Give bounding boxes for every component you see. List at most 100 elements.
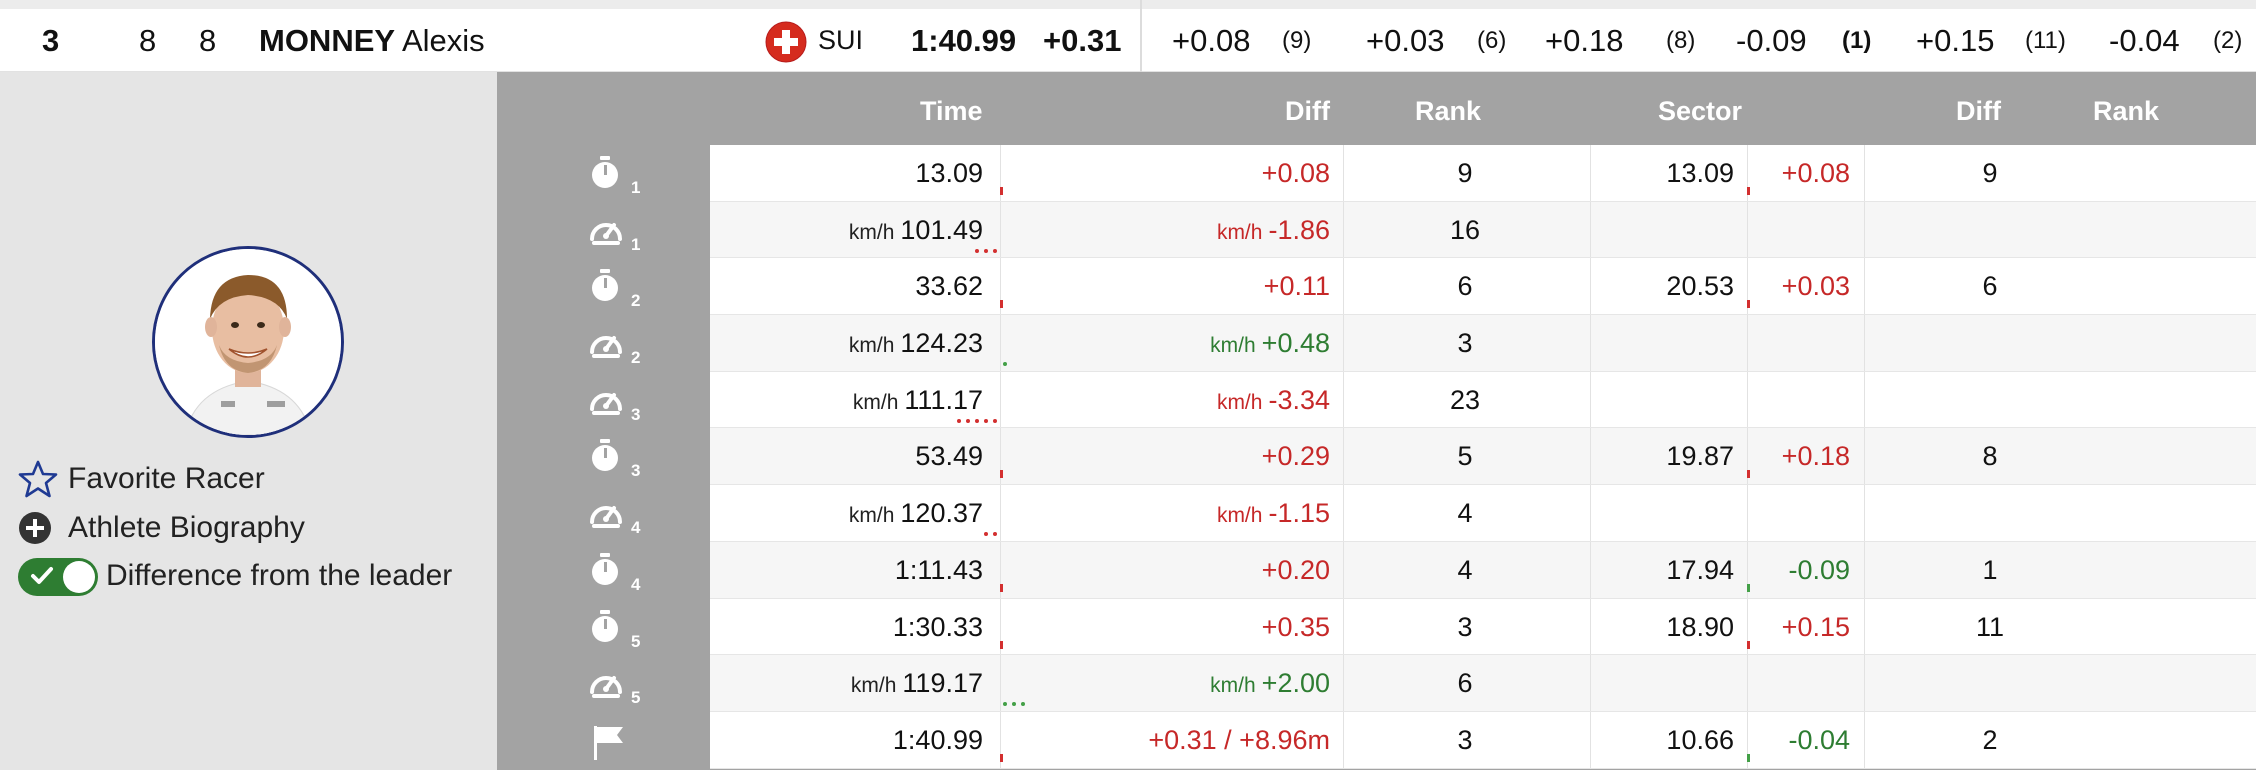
racer-last-name: MONNEY xyxy=(259,23,396,58)
speedometer-icon: 1 xyxy=(589,212,641,254)
cell-sector-rank: 1 xyxy=(1982,554,1998,585)
cell-sector: 10.66 xyxy=(1666,724,1734,755)
table-row[interactable]: 4 1:11.43 +0.20 4 17.94 -0.09 1 xyxy=(497,541,2256,599)
diff-value: +0.35 xyxy=(1261,611,1330,642)
racer-diff: +0.31 xyxy=(1043,23,1122,58)
split-rank: (11) xyxy=(2025,27,2066,54)
cell-time: km/h 120.37 xyxy=(849,485,983,541)
svg-text:4: 4 xyxy=(631,575,641,592)
split-rank: (8) xyxy=(1666,27,1696,54)
table-row[interactable]: 1 13.09 +0.08 9 13.09 +0.08 9 xyxy=(497,145,2256,202)
column-separator xyxy=(1590,428,1591,485)
cell-sector: 17.94 xyxy=(1666,554,1734,585)
row-data: 33.62 +0.11 6 20.53 +0.03 6 xyxy=(710,258,2256,316)
speedometer-icon: 3 xyxy=(589,382,641,424)
athlete-avatar[interactable] xyxy=(152,246,344,438)
speed-dots xyxy=(1003,693,1030,707)
racer-bib: 8 xyxy=(139,23,157,58)
time-value: 33.62 xyxy=(915,271,983,302)
unit-label: km/h xyxy=(852,390,899,414)
racer-summary-row[interactable]: 3 8 8 MONNEY Alexis SUI 1:40.99 +0.31 +0… xyxy=(0,9,2256,72)
racer-name[interactable]: MONNEY Alexis xyxy=(259,9,485,72)
difference-from-leader-label: Difference from the leader xyxy=(106,559,453,592)
cell-rank: 16 xyxy=(1449,214,1481,245)
sector-tick xyxy=(1747,470,1750,479)
column-separator xyxy=(1864,485,1865,541)
column-separator xyxy=(1343,315,1344,371)
athlete-panel: Favorite Racer Athlete Biography Differe… xyxy=(0,72,497,770)
svg-text:2: 2 xyxy=(631,291,640,308)
cell-sector-diff: -0.09 xyxy=(1788,554,1850,585)
diff-value: +0.20 xyxy=(1261,554,1330,585)
row-data: km/h 119.17 km/h +2.00 6 xyxy=(710,655,2256,712)
cell-rank: 3 xyxy=(1457,724,1473,755)
table-row[interactable]: 3 km/h 111.17 km/h -3.34 23 xyxy=(497,371,2256,429)
split-rank: (6) xyxy=(1477,27,1507,54)
table-row[interactable]: 1:40.99 +0.31 / +8.96m 3 10.66 -0.04 2 xyxy=(497,711,2256,769)
cell-sector-diff: +0.15 xyxy=(1781,611,1850,642)
table-row[interactable]: 5 1:30.33 +0.35 3 18.90 +0.15 11 xyxy=(497,598,2256,656)
column-separator xyxy=(1747,258,1748,315)
column-separator xyxy=(1864,371,1865,428)
column-separator xyxy=(1747,315,1748,371)
split-diff: +0.15 xyxy=(1916,23,1995,58)
diff-value: -1.86 xyxy=(1268,214,1330,245)
table-row[interactable]: 2 33.62 +0.11 6 20.53 +0.03 6 xyxy=(497,258,2256,316)
row-data: 53.49 +0.29 5 19.87 +0.18 8 xyxy=(710,428,2256,486)
svg-text:3: 3 xyxy=(631,405,640,422)
cell-time: km/h 119.17 xyxy=(851,655,983,711)
column-separator xyxy=(1343,485,1344,541)
cell-time: km/h 111.17 xyxy=(853,372,983,428)
unit-label: km/h xyxy=(848,220,895,244)
column-separator xyxy=(1864,655,1865,711)
sector-tick xyxy=(1747,640,1750,649)
diff-value: +0.08 xyxy=(1261,158,1330,188)
column-separator xyxy=(1590,485,1591,541)
column-separator xyxy=(1000,485,1001,541)
speed-dots xyxy=(1003,353,1012,367)
row-icon-cell xyxy=(497,712,710,769)
diff-tick xyxy=(1000,300,1003,309)
column-separator xyxy=(1864,541,1865,598)
swiss-flag-icon xyxy=(765,21,807,84)
intermediate-times-table: Time Diff Rank Sector Diff Rank 1 13.09 +0… xyxy=(497,72,2256,770)
table-row[interactable]: 5 km/h 119.17 km/h +2.00 6 xyxy=(497,655,2256,712)
column-separator xyxy=(1000,711,1001,768)
column-separator xyxy=(1747,598,1748,655)
diff-value: -1.15 xyxy=(1268,498,1330,529)
column-separator xyxy=(1343,711,1344,768)
cell-sector-diff: -0.04 xyxy=(1788,724,1850,755)
svg-text:3: 3 xyxy=(631,461,640,478)
column-separator xyxy=(1000,428,1001,485)
table-row[interactable]: 4 km/h 120.37 km/h -1.15 4 xyxy=(497,485,2256,542)
cell-rank: 9 xyxy=(1457,158,1473,188)
cell-rank: 5 xyxy=(1457,441,1473,472)
svg-text:5: 5 xyxy=(631,632,640,649)
time-value: 124.23 xyxy=(900,328,983,359)
column-separator xyxy=(1864,315,1865,371)
speedometer-icon: 5 xyxy=(589,665,641,707)
split-diff: -0.09 xyxy=(1736,23,1807,58)
cell-sector-diff: +0.03 xyxy=(1781,271,1850,302)
cell-sector-rank xyxy=(1940,202,2040,258)
cell-diff: km/h -1.86 xyxy=(1217,202,1330,258)
cell-sector-rank: 2 xyxy=(1982,724,1998,755)
column-separator xyxy=(1000,145,1001,201)
top-strip xyxy=(0,0,2256,9)
table-row[interactable]: 1 km/h 101.49 km/h -1.86 16 xyxy=(497,201,2256,259)
column-separator xyxy=(1747,428,1748,485)
cell-rank: 6 xyxy=(1457,668,1473,699)
speedometer-icon: 4 xyxy=(589,495,641,537)
time-value: 1:30.33 xyxy=(892,611,983,642)
column-separator xyxy=(1590,371,1591,428)
column-separator xyxy=(1747,485,1748,541)
table-row[interactable]: 2 km/h 124.23 km/h +0.48 3 xyxy=(497,315,2256,372)
racer-first-name: Alexis xyxy=(401,23,485,58)
column-separator xyxy=(1000,258,1001,315)
table-row[interactable]: 3 53.49 +0.29 5 19.87 +0.18 8 xyxy=(497,428,2256,486)
cell-diff: +0.11 xyxy=(1264,258,1330,314)
column-separator xyxy=(1590,598,1591,655)
difference-toggle[interactable] xyxy=(18,558,98,596)
header-rank: Rank xyxy=(1415,96,1482,126)
cell-diff: +0.35 xyxy=(1262,599,1330,655)
